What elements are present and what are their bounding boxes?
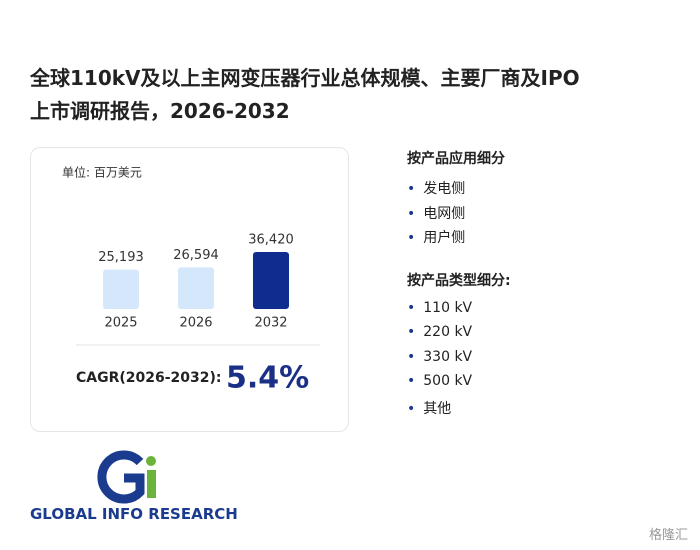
- cagr-label: CAGR(2026-2032):: [76, 370, 222, 386]
- cagr-value: 5.4%: [226, 361, 309, 396]
- x-tick-label: 2025: [104, 316, 137, 331]
- title: 上市调研报告，2026-2032: [30, 99, 290, 123]
- segment-title: 按产品类型细分:: [407, 272, 511, 289]
- x-tick-label: 2026: [179, 316, 212, 331]
- logo-i: [147, 470, 156, 498]
- logo: [97, 450, 156, 504]
- segment-item: 330 kV: [407, 349, 472, 365]
- title: 全球110kV及以上主网变压器行业总体规模、主要厂商及IPO: [30, 66, 580, 90]
- bar: [253, 252, 289, 309]
- value-label: 36,420: [248, 233, 294, 248]
- logo-g: [97, 450, 145, 504]
- x-tick-label: 2032: [254, 316, 287, 331]
- segment-item: 发电侧: [407, 178, 465, 198]
- watermark: 格隆汇: [648, 528, 688, 543]
- segment-item: 110 kV: [407, 300, 472, 316]
- segment-item: 其他: [407, 398, 451, 418]
- logo-text: GLOBAL INFO RESEARCH: [30, 505, 238, 523]
- logo-dot: [146, 456, 156, 466]
- unit-label: 单位: 百万美元: [62, 165, 142, 180]
- segment-item: 电网侧: [407, 203, 465, 223]
- segment-item: 用户侧: [407, 227, 465, 247]
- bar: [178, 267, 214, 309]
- segment-item: 220 kV: [407, 324, 472, 340]
- value-label: 26,594: [173, 248, 219, 263]
- bar: [103, 269, 139, 309]
- segment-item: 500 kV: [407, 373, 472, 389]
- segment-title: 按产品应用细分: [407, 151, 505, 167]
- card: [30, 147, 349, 432]
- value-label: 25,193: [98, 250, 144, 265]
